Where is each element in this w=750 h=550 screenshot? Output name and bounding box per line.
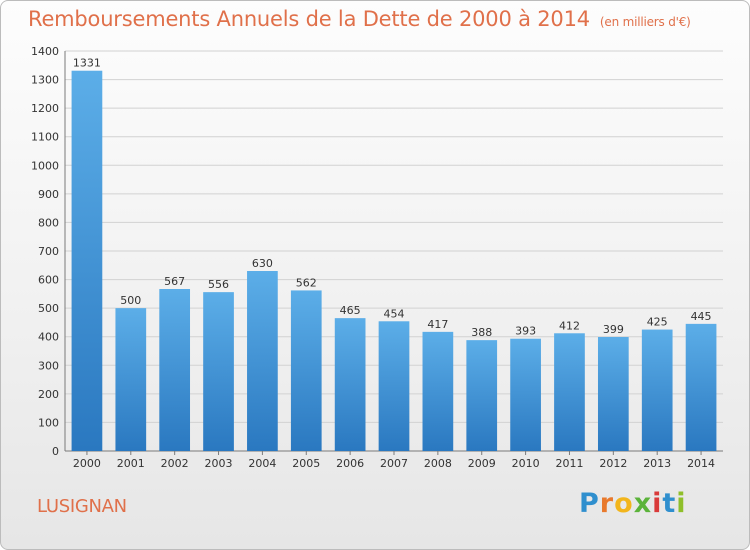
bar xyxy=(422,331,454,451)
y-tick-label: 0 xyxy=(52,445,59,458)
y-tick-label: 800 xyxy=(38,216,59,229)
y-tick-label: 600 xyxy=(38,274,59,287)
bar-value-label: 454 xyxy=(384,307,405,320)
y-tick-label: 500 xyxy=(38,302,59,315)
y-tick-label: 700 xyxy=(38,245,59,258)
bar-value-label: 393 xyxy=(515,325,536,338)
y-tick-label: 1400 xyxy=(31,45,59,58)
proxiti-logo: Proxiti xyxy=(579,488,687,519)
y-tick-label: 1200 xyxy=(31,102,59,115)
bar xyxy=(378,321,410,451)
x-tick-label: 2000 xyxy=(73,457,101,470)
x-tick-label: 2004 xyxy=(248,457,276,470)
x-tick-label: 2005 xyxy=(292,457,320,470)
x-tick-label: 2003 xyxy=(205,457,233,470)
chart-title: Remboursements Annuels de la Dette de 20… xyxy=(28,7,691,31)
x-tick-label: 2012 xyxy=(599,457,627,470)
y-tick-label: 400 xyxy=(38,331,59,344)
logo-letter: t xyxy=(662,488,677,519)
y-tick-label: 900 xyxy=(38,188,59,201)
x-tick-label: 2009 xyxy=(468,457,496,470)
bar-value-label: 556 xyxy=(208,278,229,291)
bar xyxy=(597,337,629,451)
bar-value-label: 567 xyxy=(164,275,185,288)
x-tick-label: 2001 xyxy=(117,457,145,470)
x-tick-label: 2007 xyxy=(380,457,408,470)
x-tick-label: 2014 xyxy=(687,457,715,470)
bar-value-label: 417 xyxy=(427,318,448,331)
bar-value-label: 562 xyxy=(296,276,317,289)
bar xyxy=(641,329,673,451)
bar-value-label: 412 xyxy=(559,319,580,332)
bar xyxy=(554,333,585,451)
y-tick-label: 200 xyxy=(38,388,59,401)
x-tick-label: 2011 xyxy=(555,457,583,470)
bar xyxy=(290,290,322,451)
y-tick-label: 1100 xyxy=(31,131,59,144)
bar xyxy=(159,289,191,451)
x-tick-label: 2010 xyxy=(512,457,540,470)
x-tick-label: 2013 xyxy=(643,457,671,470)
bar-value-label: 500 xyxy=(120,294,141,307)
bar xyxy=(466,340,498,451)
unit-note: (en milliers d'€) xyxy=(599,15,691,29)
bar xyxy=(115,308,147,451)
bar xyxy=(685,323,717,451)
bar-value-label: 399 xyxy=(603,323,624,336)
bar xyxy=(510,338,541,451)
bar-value-label: 1331 xyxy=(73,57,101,70)
bar-value-label: 630 xyxy=(252,257,273,270)
y-tick-label: 1000 xyxy=(31,159,59,172)
logo-letter: i xyxy=(652,488,663,519)
bar xyxy=(71,70,103,451)
y-tick-label: 100 xyxy=(38,416,59,429)
y-tick-label: 300 xyxy=(38,359,59,372)
y-tick-label: 1300 xyxy=(31,74,59,87)
bar xyxy=(203,292,234,451)
x-tick-label: 2002 xyxy=(161,457,189,470)
bar-value-label: 425 xyxy=(647,316,668,329)
x-tick-label: 2008 xyxy=(424,457,452,470)
logo-letter: P xyxy=(579,488,600,519)
logo-letter: x xyxy=(633,488,653,519)
x-tick-label: 2006 xyxy=(336,457,364,470)
logo-letter: o xyxy=(614,488,634,519)
bar-value-label: 465 xyxy=(340,304,361,317)
logo-letter: r xyxy=(599,488,615,519)
bar xyxy=(247,271,278,451)
bar-value-label: 445 xyxy=(691,310,712,323)
title-text: Remboursements Annuels de la Dette de 20… xyxy=(28,7,590,31)
bar xyxy=(334,318,366,451)
city-name: LUSIGNAN xyxy=(37,496,127,517)
logo-letter: i xyxy=(676,488,687,519)
bar-value-label: 388 xyxy=(471,326,492,339)
